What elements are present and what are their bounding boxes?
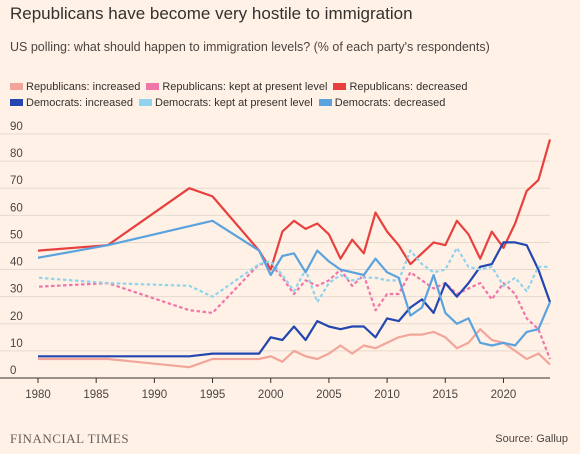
x-tick-label-2005: 2005 <box>316 389 342 401</box>
chart-subtitle: US polling: what should happen to immigr… <box>10 40 490 54</box>
x-tick-label-2000: 2000 <box>258 389 284 401</box>
series-line-republicans-decreased <box>38 139 552 271</box>
y-tick-label-0: 0 <box>10 365 16 377</box>
y-tick-label-50: 50 <box>10 229 23 241</box>
legend-swatch-rep-decreased <box>333 83 347 90</box>
chart-legend: Republicans: increased Republicans: kept… <box>10 79 570 111</box>
legend-label-rep-increased: Republicans: increased <box>26 80 141 93</box>
x-tick-label-2020: 2020 <box>491 389 517 401</box>
chart-series <box>38 139 552 369</box>
y-tick-label-60: 60 <box>10 202 23 214</box>
chart-grid <box>0 133 550 352</box>
series-line-democrats-increased <box>38 241 552 358</box>
source-note: Source: Gallup <box>495 433 568 445</box>
legend-swatch-dem-increased <box>10 99 23 106</box>
x-tick-label-2010: 2010 <box>374 389 400 401</box>
y-tick-label-10: 10 <box>10 338 23 350</box>
legend-item-rep-kept: Republicans: kept at present level <box>146 81 327 93</box>
legend-swatch-dem-decreased <box>318 99 332 106</box>
legend-item-dem-decreased: Democrats: decreased <box>318 96 446 109</box>
y-tick-label-80: 80 <box>10 148 23 160</box>
x-tick-label-1985: 1985 <box>83 389 109 401</box>
ft-brand: FINANCIAL TIMES <box>10 431 130 446</box>
line-chart: 0 10 20 30 40 50 60 70 80 90 1980 1985 1990 1995 2000… <box>0 121 552 401</box>
series-line-democrats-decreased <box>38 219 552 347</box>
x-tick-label-1980: 1980 <box>25 389 51 401</box>
legend-swatch-rep-increased <box>10 83 23 90</box>
legend-item-dem-kept: Democrats: kept at present level <box>139 97 313 109</box>
legend-label-rep-kept: Republicans: kept at present level <box>162 80 328 93</box>
legend-item-rep-decreased: Republicans: decreased <box>333 80 468 93</box>
legend-label-dem-increased: Democrats: increased <box>26 96 133 109</box>
series-line-democrats-kept-at-present-level <box>38 246 550 304</box>
legend-swatch-dem-kept <box>139 99 152 106</box>
legend-label-rep-decreased: Republicans: decreased <box>349 80 468 93</box>
legend-item-dem-increased: Democrats: increased <box>10 97 133 109</box>
series-line-republicans-kept-at-present-level <box>38 263 552 360</box>
legend-swatch-rep-kept <box>146 83 160 90</box>
y-tick-label-90: 90 <box>10 121 23 133</box>
x-axis: 1980 1985 1990 1995 2000 2005 2010 2015 2020 <box>0 377 550 401</box>
series-line-republicans-increased <box>38 328 551 369</box>
x-tick-label-1990: 1990 <box>142 389 168 401</box>
y-tick-label-40: 40 <box>10 257 23 269</box>
y-axis-ticks: 0 10 20 30 40 50 60 70 80 90 <box>10 121 23 377</box>
legend-label-dem-kept: Democrats: kept at present level <box>155 96 313 109</box>
y-tick-label-70: 70 <box>10 175 23 187</box>
legend-item-rep-increased: Republicans: increased <box>10 81 140 93</box>
legend-row-republicans: Republicans: increased Republicans: kept… <box>10 79 570 94</box>
x-tick-label-1995: 1995 <box>200 389 226 401</box>
legend-label-dem-decreased: Democrats: decreased <box>334 96 446 109</box>
y-tick-label-30: 30 <box>10 284 23 296</box>
chart-title: Republicans have become very hostile to … <box>10 4 413 23</box>
y-tick-label-20: 20 <box>10 311 23 323</box>
legend-row-democrats: Democrats: increased Democrats: kept at … <box>10 95 570 110</box>
x-tick-label-2015: 2015 <box>432 389 458 401</box>
